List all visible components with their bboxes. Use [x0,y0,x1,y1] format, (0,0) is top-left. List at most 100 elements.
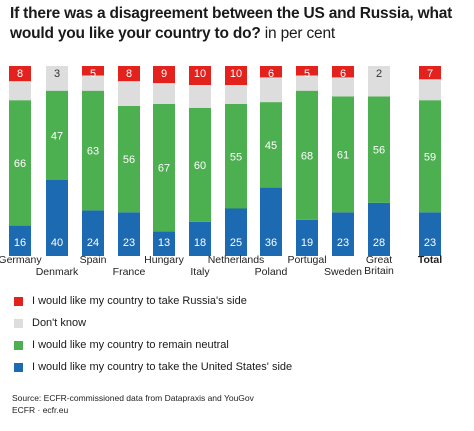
legend-item-neutral: I would like my country to remain neutra… [14,334,292,356]
category-label: Italy [190,266,210,278]
category-label: Great [366,254,392,266]
segment-us [189,221,211,256]
value-label-neutral: 67 [158,163,170,175]
legend-label: I would like my country to take the Unit… [32,361,293,373]
segment-us [332,212,354,256]
segment-us [46,180,68,256]
value-label-neutral: 56 [373,145,385,157]
segment-russia [9,66,31,82]
value-label-russia: 6 [268,68,274,80]
segment-us [153,231,175,256]
segment-us [225,208,247,256]
subtitle: in per cent [264,25,335,42]
bar-portugal: 19 68 5 [296,66,318,256]
value-label-neutral: 59 [424,151,436,163]
segment-dont_know [260,77,282,103]
value-label-neutral: 45 [265,140,277,152]
segment-us [296,219,318,256]
legend-label: I would like my country to remain neutra… [32,339,229,351]
bar-poland: 36 45 6 [260,66,282,256]
value-label-us: 23 [123,237,135,249]
segment-us [82,210,104,256]
segment-russia [82,66,104,76]
segment-russia [118,66,140,82]
value-label-us: 16 [14,237,26,249]
segment-us [260,187,282,256]
legend-item-dont-know: Don't know [14,312,292,334]
segment-neutral [9,100,31,226]
footer: Source: ECFR-commissioned data from Data… [12,392,254,416]
segment-us [118,212,140,256]
value-label-us: 40 [51,237,63,249]
legend-label: I would like my country to take Russia's… [32,295,247,307]
segment-neutral [260,102,282,188]
segment-us [9,225,31,256]
segment-russia [153,66,175,84]
category-label: Portugal [287,254,326,266]
title-text: If there was a disagreement between the … [10,5,453,42]
value-label-russia: 9 [161,68,167,80]
value-label-us: 23 [424,237,436,249]
category-label: Netherlands [208,254,265,266]
legend-swatch [14,318,23,328]
source-note: Source: ECFR-commissioned data from Data… [12,393,254,403]
category-label: Britain [364,265,394,277]
value-label-neutral: 47 [51,130,63,142]
segment-dont_know [332,77,354,97]
segment-dont_know [118,81,140,106]
segment-neutral [368,96,390,203]
segment-neutral [296,90,318,220]
bar-total: 23 59 7 [419,66,441,256]
value-label-us: 18 [194,237,206,249]
value-label-russia: 5 [90,68,96,80]
value-label-russia: 8 [17,68,23,80]
value-label-russia: 5 [304,68,310,80]
value-label-russia: 10 [194,68,206,80]
segment-neutral [153,104,175,232]
segment-dont_know [225,85,247,104]
segment-russia [368,66,390,70]
segment-neutral [46,90,68,180]
segment-dont_know [296,75,318,91]
category-label: Hungary [144,254,184,266]
legend-label: Don't know [32,317,87,329]
credit-note: ECFR · ecfr.eu [12,405,69,415]
legend: I would like my country to take Russia's… [14,290,292,378]
segment-dont_know [419,79,441,101]
value-label-neutral: 60 [194,160,206,172]
value-label-russia: 3 [54,68,60,80]
category-label: Germany [0,254,42,266]
segment-neutral [419,100,441,213]
segment-russia [296,66,318,76]
value-label-us: 23 [337,237,349,249]
bar-italy: 18 60 10 [189,66,211,256]
legend-swatch [14,362,23,372]
value-label-neutral: 55 [230,151,242,163]
value-label-us: 13 [158,237,170,249]
legend-item-us: I would like my country to take the Unit… [14,356,292,378]
segment-dont_know [82,75,104,91]
category-label: Total [418,254,442,266]
category-label: Spain [80,254,107,266]
value-label-neutral: 68 [301,150,313,162]
bar-spain: 24 63 5 [82,66,104,256]
bar-france: 23 56 8 [118,66,140,256]
segment-us [419,212,441,256]
segment-russia [260,66,282,78]
value-label-us: 24 [87,237,99,249]
bar-hungary: 13 67 9 [153,66,175,256]
segment-us [368,202,390,256]
bar-netherlands: 25 55 10 [225,66,247,256]
category-label: Poland [255,266,288,278]
legend-swatch [14,296,23,306]
bar-denmark: 40 47 3 [46,66,68,256]
legend-item-russia: I would like my country to take Russia's… [14,290,292,312]
category-label: Denmark [36,266,79,278]
value-label-russia: 10 [230,68,242,80]
segment-russia [419,66,441,80]
value-label-us: 25 [230,237,242,249]
segment-neutral [189,107,211,222]
bar-germany: 16 66 8 [9,66,31,256]
value-label-russia: 2 [376,68,382,80]
segment-dont_know [368,69,390,97]
